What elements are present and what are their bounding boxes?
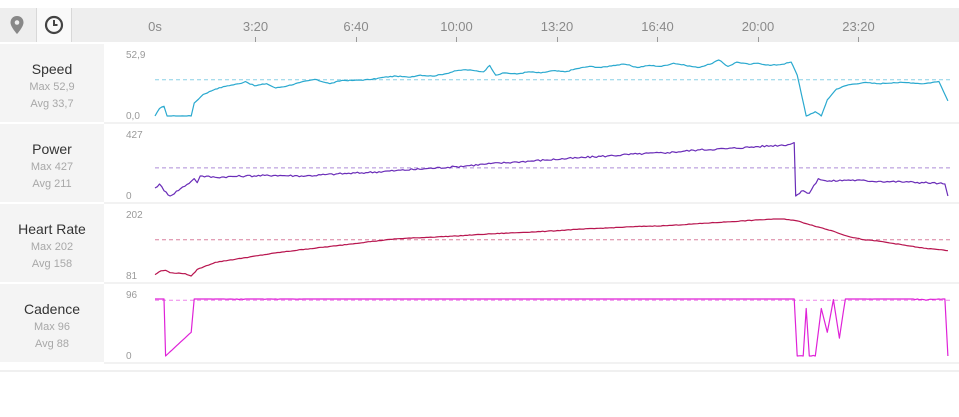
x-tick-mark-3 [456,37,457,42]
power-ybottom-label: 0 [126,191,132,202]
speed-max-label: Max 52,9 [29,81,75,93]
speed-title: Speed [31,61,73,77]
x-tick-mark-2 [355,37,357,42]
metric-label-heart_rate: Heart Rate Max 202 Avg 158 [0,204,104,282]
cadence-ybottom-label: 0 [126,351,132,362]
x-tick-label-1: 3:20 [242,19,269,34]
heart_rate-max-label: Max 202 [30,241,74,253]
heart_rate-series-line [154,218,948,277]
x-tick-label-3: 10:00 [440,19,473,34]
speed-avg-label: Avg 33,7 [30,98,74,110]
x-tick-mark-5 [657,37,658,42]
power-avg-label: Avg 211 [32,178,72,190]
heart_rate-title: Heart Rate [18,221,86,237]
power-ytop-label: 427 [126,130,143,141]
metric-label-cadence: Cadence Max 96 Avg 88 [0,284,104,362]
x-tick-label-7: 23:20 [842,19,875,34]
x-tick-label-5: 16:40 [641,19,674,34]
speed-ybottom-label: 0,0 [126,111,140,122]
heart_rate-ybottom-label: 81 [126,271,138,282]
clock-button[interactable] [36,8,72,42]
cadence-avg-label: Avg 88 [34,338,70,350]
power-title: Power [32,141,72,157]
x-tick-mark-6 [757,37,759,42]
cadence-title: Cadence [23,301,81,317]
heart_rate-ytop-label: 202 [126,210,143,221]
x-tick-label-6: 20:00 [741,19,775,34]
metric-label-power: Power Max 427 Avg 211 [0,124,104,202]
x-tick-label-4: 13:20 [540,19,574,34]
cadence-series-line [155,298,949,357]
x-tick-label-0: 0s [148,19,162,34]
speed-ytop-label: 52,9 [126,50,146,61]
speed-series-line [154,59,949,117]
map-pin-icon [10,16,24,34]
x-tick-mark-1 [255,37,256,42]
metric-label-speed: Speed Max 52,9 Avg 33,7 [0,44,104,122]
power-series-line [154,142,949,197]
heart_rate-avg-label: Avg 158 [31,258,73,270]
x-tick-label-2: 6:40 [343,19,369,34]
time-axis-bar: 0s 3:20 6:40 10:00 13:20 16:40 20:00 23:20 [0,8,959,42]
x-tick-mark-7 [858,37,859,42]
x-tick-mark-4 [556,37,558,42]
power-max-label: Max 427 [30,161,74,173]
cadence-ytop-label: 96 [126,290,138,301]
map-pin-button[interactable] [0,8,34,42]
cadence-max-label: Max 96 [33,321,71,333]
clock-icon [44,15,64,35]
x-axis-ticks: 0s 3:20 6:40 10:00 13:20 16:40 20:00 23:20 [0,8,959,42]
